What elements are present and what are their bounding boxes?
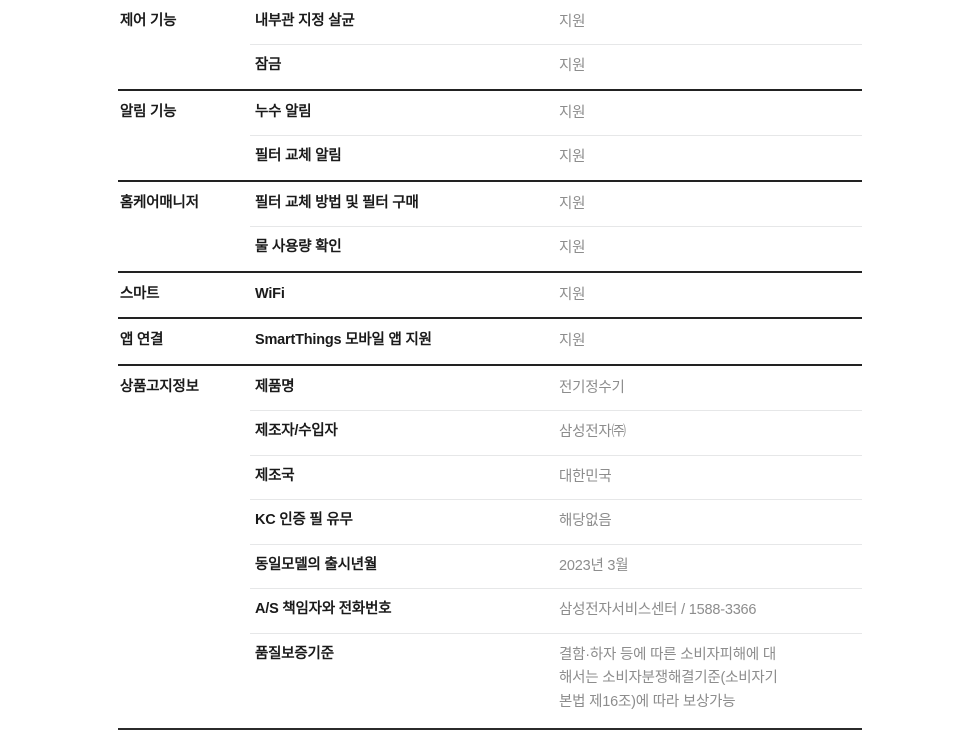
spec-group: 앱 연결 SmartThings 모바일 앱 지원 지원 [118, 319, 862, 366]
table-row: 잠금 지원 [118, 44, 862, 88]
spec-item-value: 해당없음 [559, 513, 612, 530]
spec-item-value: 결함·하자 등에 따른 소비자피해에 대 해서는 소비자분쟁해결기준(소비자기 … [559, 646, 778, 710]
spec-item-value: 지원 [559, 149, 586, 166]
table-row: 스마트 WiFi 지원 [118, 273, 862, 317]
spec-group: 알림 기능 누수 알림 지원 필터 교체 알림 지원 [118, 91, 862, 182]
spec-item-value: 지원 [559, 333, 586, 350]
table-row: KC 인증 필 유무 해당없음 [118, 499, 862, 543]
product-spec-table: 제어 기능 내부관 지정 살균 지원 잠금 지원 알림 기능 누수 알림 지원 필터 교체 알림… [118, 0, 862, 730]
spec-category-label: 상품고지정보 [120, 378, 199, 395]
table-row: 제어 기능 내부관 지정 살균 지원 [118, 0, 862, 44]
spec-category-label [118, 44, 250, 65]
spec-category-label [118, 544, 250, 565]
spec-group: 제어 기능 내부관 지정 살균 지원 잠금 지원 [118, 0, 862, 91]
spec-group: 스마트 WiFi 지원 [118, 273, 862, 320]
spec-item-label: 물 사용량 확인 [255, 239, 342, 256]
spec-category-label: 앱 연결 [120, 332, 164, 349]
table-row: 홈케어매니저 필터 교체 방법 및 필터 구매 지원 [118, 182, 862, 226]
table-row: A/S 책임자와 전화번호 삼성전자서비스센터 / 1588-3366 [118, 588, 862, 632]
spec-item-label: 누수 알림 [255, 103, 312, 120]
spec-item-value: 지원 [559, 58, 586, 75]
spec-item-label: 필터 교체 알림 [255, 148, 342, 165]
spec-category-label [118, 410, 250, 431]
spec-item-value: 지원 [559, 286, 586, 303]
table-row: 품질보증기준 결함·하자 등에 따른 소비자피해에 대 해서는 소비자분쟁해결기준… [118, 632, 862, 728]
spec-category-label: 홈케어매니저 [120, 194, 199, 211]
spec-item-label: KC 인증 필 유무 [255, 512, 353, 529]
spec-category-label [118, 499, 250, 520]
spec-item-value: 지원 [559, 195, 586, 212]
spec-item-label: 잠금 [255, 57, 282, 74]
table-row: 물 사용량 확인 지원 [118, 226, 862, 270]
table-row: 상품고지정보 제품명 전기정수기 [118, 366, 862, 410]
spec-item-value: 전기정수기 [559, 379, 625, 396]
spec-item-value: 지원 [559, 104, 586, 121]
spec-item-value: 2023년 3월 [559, 557, 629, 574]
spec-item-label: 제조국 [255, 467, 295, 484]
spec-item-value: 대한민국 [559, 468, 612, 485]
spec-category-label: 스마트 [120, 285, 160, 302]
spec-category-label [118, 226, 250, 247]
spec-category-label: 제어 기능 [120, 13, 177, 29]
spec-category-label [118, 588, 250, 609]
spec-item-label: 필터 교체 방법 및 필터 구매 [255, 194, 419, 211]
table-row: 동일모델의 출시년월 2023년 3월 [118, 543, 862, 588]
spec-item-label: SmartThings 모바일 앱 지원 [255, 332, 432, 349]
spec-item-label: 제조자/수입자 [255, 423, 338, 440]
table-row: 제조자/수입자 삼성전자㈜ [118, 410, 862, 454]
spec-group: 홈케어매니저 필터 교체 방법 및 필터 구매 지원 물 사용량 확인 지원 [118, 182, 862, 273]
spec-item-value: 지원 [559, 14, 586, 30]
spec-item-label: A/S 책임자와 전화번호 [255, 601, 392, 618]
spec-category-label [118, 455, 250, 476]
spec-item-label: 동일모델의 출시년월 [255, 556, 378, 573]
spec-category-label [118, 633, 250, 654]
spec-item-label: 내부관 지정 살균 [255, 13, 355, 29]
spec-item-value: 지원 [559, 240, 586, 257]
spec-item-value: 삼성전자서비스센터 / 1588-3366 [559, 602, 757, 619]
table-row: 필터 교체 알림 지원 [118, 135, 862, 179]
spec-category-label: 알림 기능 [120, 103, 177, 120]
spec-category-label [118, 135, 250, 156]
spec-item-label: 제품명 [255, 378, 295, 395]
table-row: 제조국 대한민국 [118, 454, 862, 499]
spec-item-label: WiFi [255, 285, 285, 302]
spec-item-value: 삼성전자㈜ [559, 424, 626, 441]
spec-item-label: 품질보증기준 [255, 645, 334, 662]
table-row: 알림 기능 누수 알림 지원 [118, 91, 862, 135]
table-row: 앱 연결 SmartThings 모바일 앱 지원 지원 [118, 319, 862, 363]
